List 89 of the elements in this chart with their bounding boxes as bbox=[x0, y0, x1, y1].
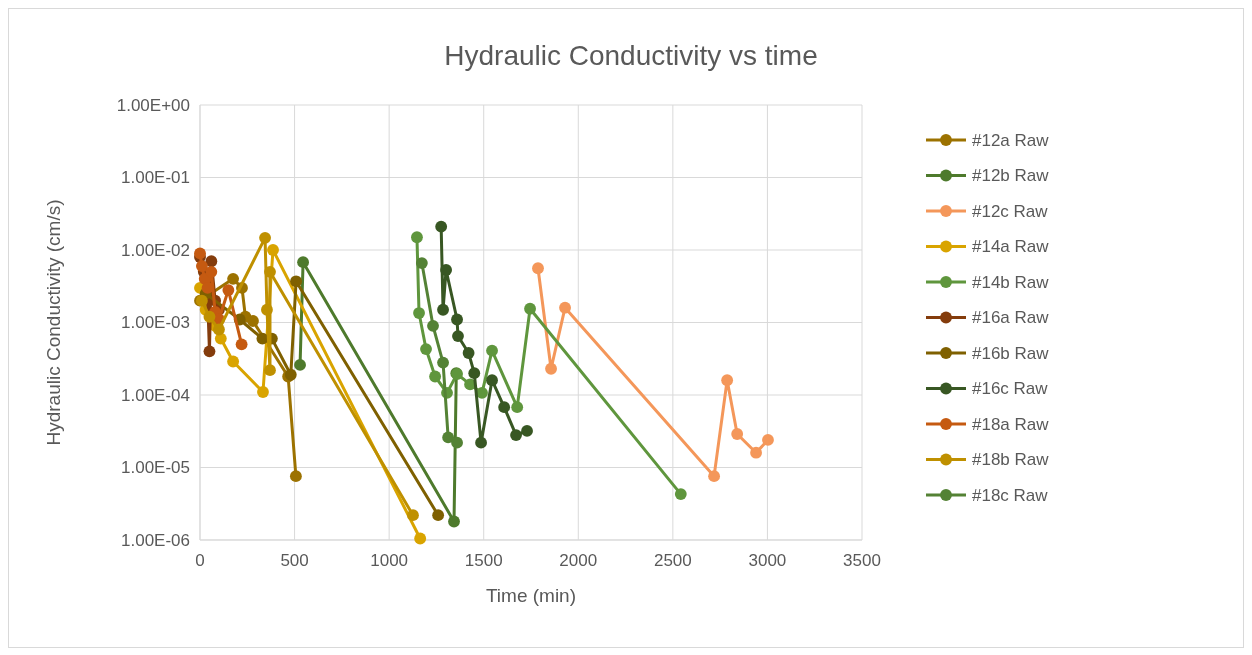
legend-label: #12c Raw bbox=[972, 201, 1049, 221]
y-tick-label: 1.00E-03 bbox=[121, 313, 190, 333]
point bbox=[437, 303, 449, 316]
point bbox=[267, 244, 279, 256]
point bbox=[762, 434, 774, 446]
point bbox=[521, 424, 533, 437]
legend-label: #16c Raw bbox=[972, 379, 1049, 399]
y-tick-label: 1.00E+00 bbox=[116, 95, 190, 115]
point bbox=[559, 301, 571, 314]
legend-label: #14a Raw bbox=[972, 237, 1050, 257]
y-tick-label: 1.00E-02 bbox=[121, 240, 190, 260]
x-axis-title: Time (min) bbox=[485, 585, 577, 606]
point bbox=[731, 428, 744, 440]
point bbox=[407, 509, 419, 522]
y-tick-label: 1.00E-06 bbox=[121, 530, 190, 550]
point bbox=[414, 532, 427, 545]
point bbox=[259, 231, 271, 244]
x-tick-label: 2500 bbox=[653, 551, 692, 570]
point bbox=[427, 319, 439, 332]
point bbox=[498, 401, 511, 414]
point bbox=[475, 436, 487, 449]
point bbox=[294, 359, 306, 371]
x-tick-label: 2000 bbox=[559, 551, 598, 570]
legend-label: #18c Raw bbox=[972, 485, 1049, 505]
x-tick-label: 3000 bbox=[748, 551, 787, 570]
point bbox=[257, 386, 269, 398]
point bbox=[674, 488, 687, 500]
y-tick-label: 1.00E-04 bbox=[121, 385, 190, 405]
point bbox=[290, 275, 302, 288]
point bbox=[222, 284, 235, 296]
point bbox=[432, 509, 445, 522]
point bbox=[486, 344, 498, 357]
y-axis-title: Hydraulic Conductivity (cm/s) bbox=[43, 199, 64, 446]
y-tick-label: 1.00E-01 bbox=[121, 168, 190, 188]
point bbox=[462, 347, 475, 359]
legend-label: #16a Raw bbox=[972, 308, 1050, 328]
point bbox=[476, 386, 488, 399]
point bbox=[510, 429, 522, 441]
point bbox=[486, 374, 498, 387]
point bbox=[247, 315, 259, 327]
y-tick-label: 1.00E-05 bbox=[121, 458, 190, 478]
point bbox=[442, 431, 455, 444]
legend-label: #18a Raw bbox=[972, 414, 1050, 434]
point bbox=[227, 355, 240, 368]
point bbox=[437, 356, 449, 369]
x-tick-label: 1500 bbox=[464, 551, 503, 570]
point bbox=[235, 338, 248, 351]
point bbox=[451, 313, 463, 326]
legend-label: #12a Raw bbox=[972, 130, 1050, 150]
point bbox=[264, 265, 276, 278]
point bbox=[261, 303, 273, 316]
point bbox=[429, 370, 442, 383]
point bbox=[264, 364, 276, 377]
point bbox=[297, 256, 309, 269]
legend-label: #14b Raw bbox=[972, 272, 1050, 292]
point bbox=[420, 343, 432, 355]
legend-label: #12b Raw bbox=[972, 166, 1050, 186]
point bbox=[205, 255, 218, 268]
point bbox=[545, 362, 557, 375]
point bbox=[415, 257, 428, 269]
x-tick-label: 1000 bbox=[370, 551, 409, 570]
point bbox=[750, 446, 762, 459]
point bbox=[289, 470, 302, 483]
legend-label: #18b Raw bbox=[972, 450, 1050, 470]
point bbox=[213, 323, 225, 336]
x-tick-label: 0 bbox=[195, 551, 205, 570]
point bbox=[524, 302, 536, 315]
point bbox=[708, 470, 721, 483]
point bbox=[203, 345, 216, 358]
point bbox=[411, 231, 423, 244]
point bbox=[532, 262, 544, 275]
point bbox=[194, 247, 206, 260]
point bbox=[468, 367, 481, 380]
point bbox=[195, 260, 208, 272]
legend-label: #16b Raw bbox=[972, 343, 1050, 363]
point bbox=[203, 310, 216, 323]
point bbox=[227, 272, 240, 285]
point bbox=[413, 307, 425, 319]
point bbox=[451, 436, 463, 449]
x-tick-label: 500 bbox=[280, 551, 309, 570]
point bbox=[440, 264, 452, 276]
point bbox=[721, 374, 734, 387]
chart-title: Hydraulic Conductivity vs time bbox=[444, 40, 818, 71]
point bbox=[452, 330, 464, 342]
point bbox=[511, 401, 524, 414]
x-tick-label: 3500 bbox=[843, 551, 881, 570]
point bbox=[448, 515, 460, 528]
point bbox=[205, 265, 218, 278]
point bbox=[435, 220, 448, 233]
